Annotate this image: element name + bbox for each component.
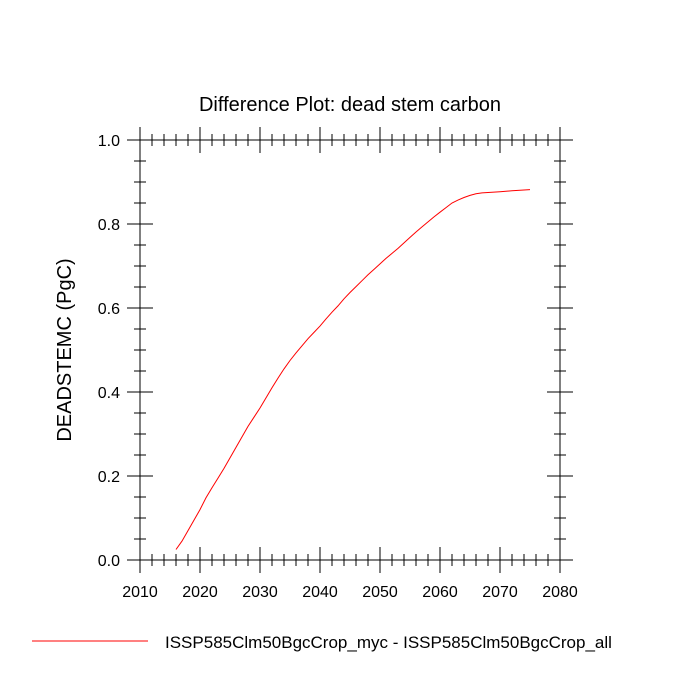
y-tick-label: 1.0 [98,133,120,150]
x-tick-label: 2080 [542,584,578,601]
plot-frame [139,139,561,561]
y-tick-label: 0.4 [98,385,120,402]
y-tick-label: 0.0 [98,553,120,570]
legend: ISSP585Clm50BgcCrop_myc - ISSP585Clm50Bg… [32,633,612,652]
x-tick-label: 2040 [302,584,338,601]
x-tick-labels: 2010 2020 2030 2040 2050 2060 2070 2080 [122,584,578,601]
x-tick-label: 2030 [242,584,278,601]
x-tick-label: 2070 [482,584,518,601]
x-tick-label: 2060 [422,584,458,601]
y-axis-label: DEADSTEMC (PgC) [54,258,76,441]
x-tick-label: 2020 [182,584,218,601]
axis-ticks [127,127,573,573]
chart-title: Difference Plot: dead stem carbon [199,94,501,116]
y-tick-label: 0.6 [98,301,120,318]
x-tick-label: 2010 [122,584,158,601]
series-layer [175,189,531,550]
series-line-0 [175,189,531,550]
y-tick-label: 0.2 [98,469,120,486]
y-tick-label: 0.8 [98,217,120,234]
x-tick-label: 2050 [362,584,398,601]
legend-label: ISSP585Clm50BgcCrop_myc - ISSP585Clm50Bg… [165,633,612,652]
y-tick-labels: 0.0 0.2 0.4 0.6 0.8 1.0 [98,133,120,570]
